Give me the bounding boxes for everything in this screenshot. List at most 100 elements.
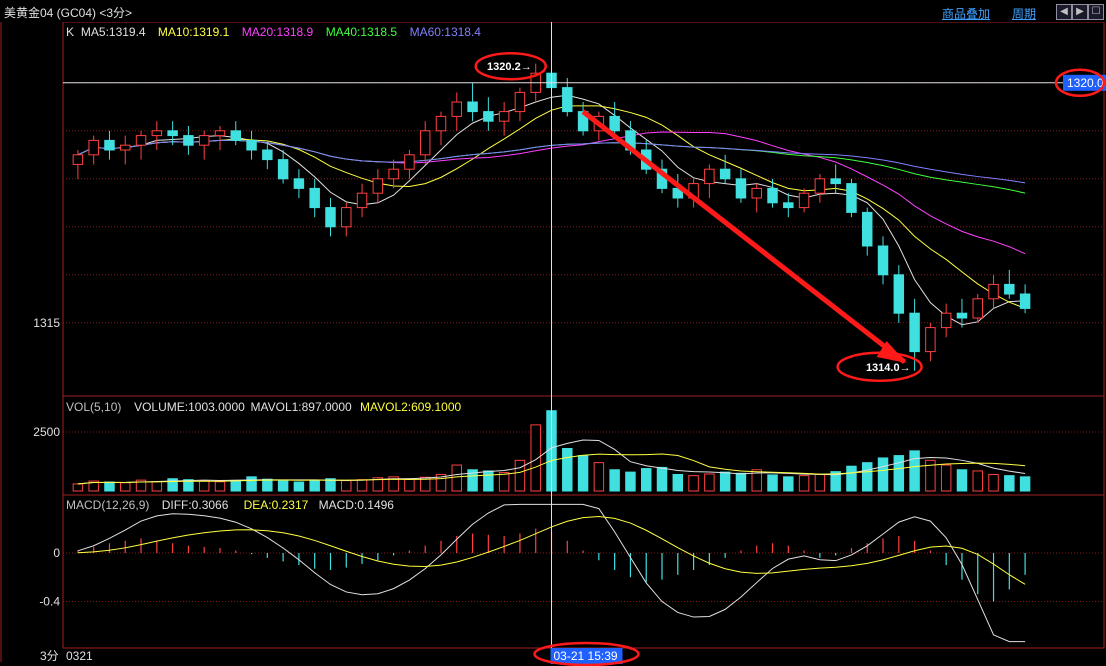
volume-bar — [735, 472, 747, 492]
candle-body — [909, 312, 920, 353]
candle-body — [1019, 293, 1031, 309]
volume-bar — [704, 473, 715, 492]
candle-body — [356, 192, 368, 209]
chart-area[interactable]: 1320.2→ 1314.0→ 1320.0 03-21 15:39 K MA5:131… — [0, 22, 1106, 666]
price-legend-item: MA20:1318.9 — [242, 25, 314, 39]
current-price-tag: 1320.0 — [1067, 76, 1104, 90]
cursor-date-bg — [550, 648, 623, 664]
candle-body — [877, 245, 889, 276]
candle-body — [419, 130, 431, 156]
volume-bar — [625, 471, 636, 492]
candle-body — [72, 154, 84, 165]
price-legend-item: K — [66, 25, 74, 39]
candle-body — [704, 168, 715, 185]
candle-body — [309, 187, 320, 209]
high-annotation-ellipse — [474, 51, 547, 81]
trend-arrow-head — [876, 341, 907, 363]
volume-bar — [467, 469, 478, 492]
volume-bar — [656, 466, 668, 492]
price-legend-item: MA40:1318.5 — [326, 25, 398, 39]
candle-body — [862, 211, 873, 247]
arrow-left-icon[interactable]: ◀ — [1056, 4, 1072, 20]
candle-body — [767, 187, 778, 204]
low-price-label: 1314.0→ — [866, 362, 911, 374]
volume-bar — [151, 481, 163, 492]
volume-bar — [514, 459, 526, 492]
volume-bar — [419, 476, 431, 492]
candle-body — [104, 139, 115, 151]
volume-tick-label: 2500 — [33, 425, 60, 439]
candle-body — [88, 139, 99, 156]
volume-bar — [925, 459, 936, 492]
overlay-commodity-link[interactable]: 商品叠加 — [942, 7, 991, 21]
x-start-label: 0321 — [66, 649, 93, 663]
volume-bar — [104, 481, 115, 492]
candle-body — [151, 130, 163, 137]
candle-body — [940, 312, 952, 329]
volume-bar — [562, 448, 573, 492]
trend-arrow-shaft — [581, 109, 907, 364]
volume-bar — [135, 479, 147, 492]
volume-bar — [293, 481, 305, 492]
volume-bar — [388, 476, 399, 492]
volume-legend-item: MAVOL1:897.0000 — [251, 400, 353, 414]
volume-bar — [530, 424, 541, 492]
candle-body — [246, 139, 257, 151]
candle-body — [483, 111, 494, 122]
volume-bar — [1019, 476, 1031, 492]
top-bar: 美黄金04 (GC04) <3分> 商品叠加 周期 ◀ ▶ ☐ — [0, 0, 1106, 22]
candle-body — [341, 207, 352, 228]
maximize-icon[interactable]: ☐ — [1088, 4, 1104, 20]
volume-bar — [783, 476, 794, 492]
high-price-label: 1320.2→ — [487, 61, 532, 73]
candle-body — [167, 130, 178, 137]
candle-body — [277, 159, 289, 180]
cursor-date-label: 03-21 15:39 — [554, 649, 618, 663]
candle-body — [830, 178, 841, 185]
candle-body — [183, 135, 194, 146]
volume-bar — [404, 478, 415, 492]
period-label: 3分 — [40, 649, 59, 663]
candle-body — [609, 115, 620, 132]
volume-bar — [214, 481, 226, 492]
candle-body — [198, 135, 210, 146]
candle-body — [719, 168, 731, 180]
current-price-ellipse — [1054, 68, 1106, 98]
candle-body — [404, 154, 415, 170]
cursor-date-ellipse — [533, 641, 640, 666]
volume-bar — [341, 480, 352, 492]
candle-body — [467, 101, 478, 113]
candle-body — [451, 101, 463, 117]
volume-bar — [830, 471, 841, 492]
volume-bar — [246, 476, 257, 492]
volume-bar — [72, 483, 84, 492]
candle-body — [262, 149, 273, 161]
candle-body — [514, 91, 526, 113]
volume-bar — [88, 480, 99, 492]
candle-body — [388, 168, 399, 180]
volume-bar — [814, 473, 826, 492]
candle-body — [1004, 283, 1015, 295]
volume-bar — [498, 472, 510, 492]
volume-bar — [483, 470, 494, 492]
current-price-tag-bg — [1063, 74, 1106, 91]
candle-body — [956, 312, 968, 319]
volume-bar — [451, 464, 463, 492]
volume-bar — [356, 479, 368, 492]
arrow-right-icon[interactable]: ▶ — [1072, 4, 1088, 20]
price-legend-item: MA10:1319.1 — [158, 25, 230, 39]
candle-body — [214, 130, 226, 137]
volume-bar — [1004, 475, 1015, 492]
candle-body — [735, 178, 747, 199]
candle-body — [972, 298, 983, 319]
macd-legend-item: MACD(12,26,9) — [66, 498, 149, 512]
volume-bar — [120, 482, 131, 492]
candle-body — [893, 274, 905, 314]
volume-bar — [988, 473, 999, 492]
volume-bar — [609, 469, 620, 492]
volume-legend-item: VOL(5,10) — [66, 400, 121, 414]
volume-bar — [798, 475, 810, 492]
candle-body — [783, 202, 794, 209]
period-link[interactable]: 周期 — [1012, 7, 1037, 21]
volume-bar — [909, 450, 920, 492]
